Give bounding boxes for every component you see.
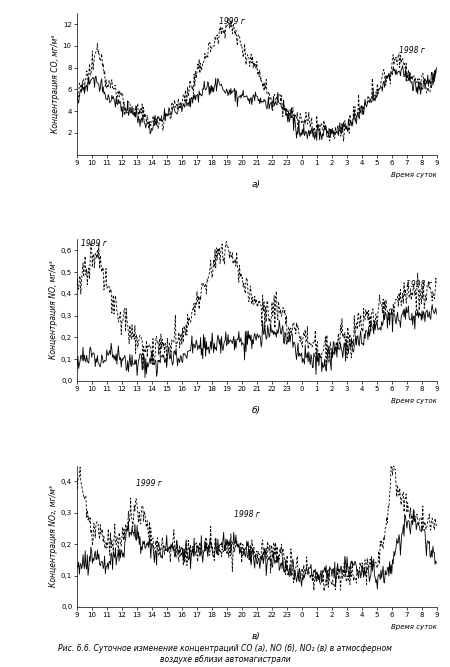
Text: Рис. 6.6. Суточное изменение концентраций СО (а), NO (б), NO₂ (в) в атмосферном
: Рис. 6.6. Суточное изменение концентраци… — [58, 644, 392, 664]
Y-axis label: Концентрация CO, мг/м³: Концентрация CO, мг/м³ — [51, 35, 60, 133]
Text: 1999 г: 1999 г — [81, 239, 107, 248]
Text: Время суток: Время суток — [391, 171, 436, 177]
Text: 1998 г: 1998 г — [406, 281, 432, 289]
Text: 0,0: 0,0 — [62, 604, 73, 610]
Text: б): б) — [252, 406, 261, 416]
Text: в): в) — [252, 632, 261, 642]
Y-axis label: Концентрация NO, мг/м³: Концентрация NO, мг/м³ — [49, 261, 58, 360]
Text: 1999 г: 1999 г — [219, 17, 245, 27]
Text: 1999 г: 1999 г — [136, 479, 162, 488]
Text: а): а) — [252, 180, 261, 189]
Text: 1998 г: 1998 г — [399, 45, 425, 55]
Text: Время суток: Время суток — [391, 624, 436, 630]
Y-axis label: Концентрация NO₂, мг/м³: Концентрация NO₂, мг/м³ — [49, 486, 58, 587]
Text: Время суток: Время суток — [391, 398, 436, 404]
Text: 1998 г: 1998 г — [234, 510, 260, 519]
Text: 0,0: 0,0 — [62, 378, 73, 384]
